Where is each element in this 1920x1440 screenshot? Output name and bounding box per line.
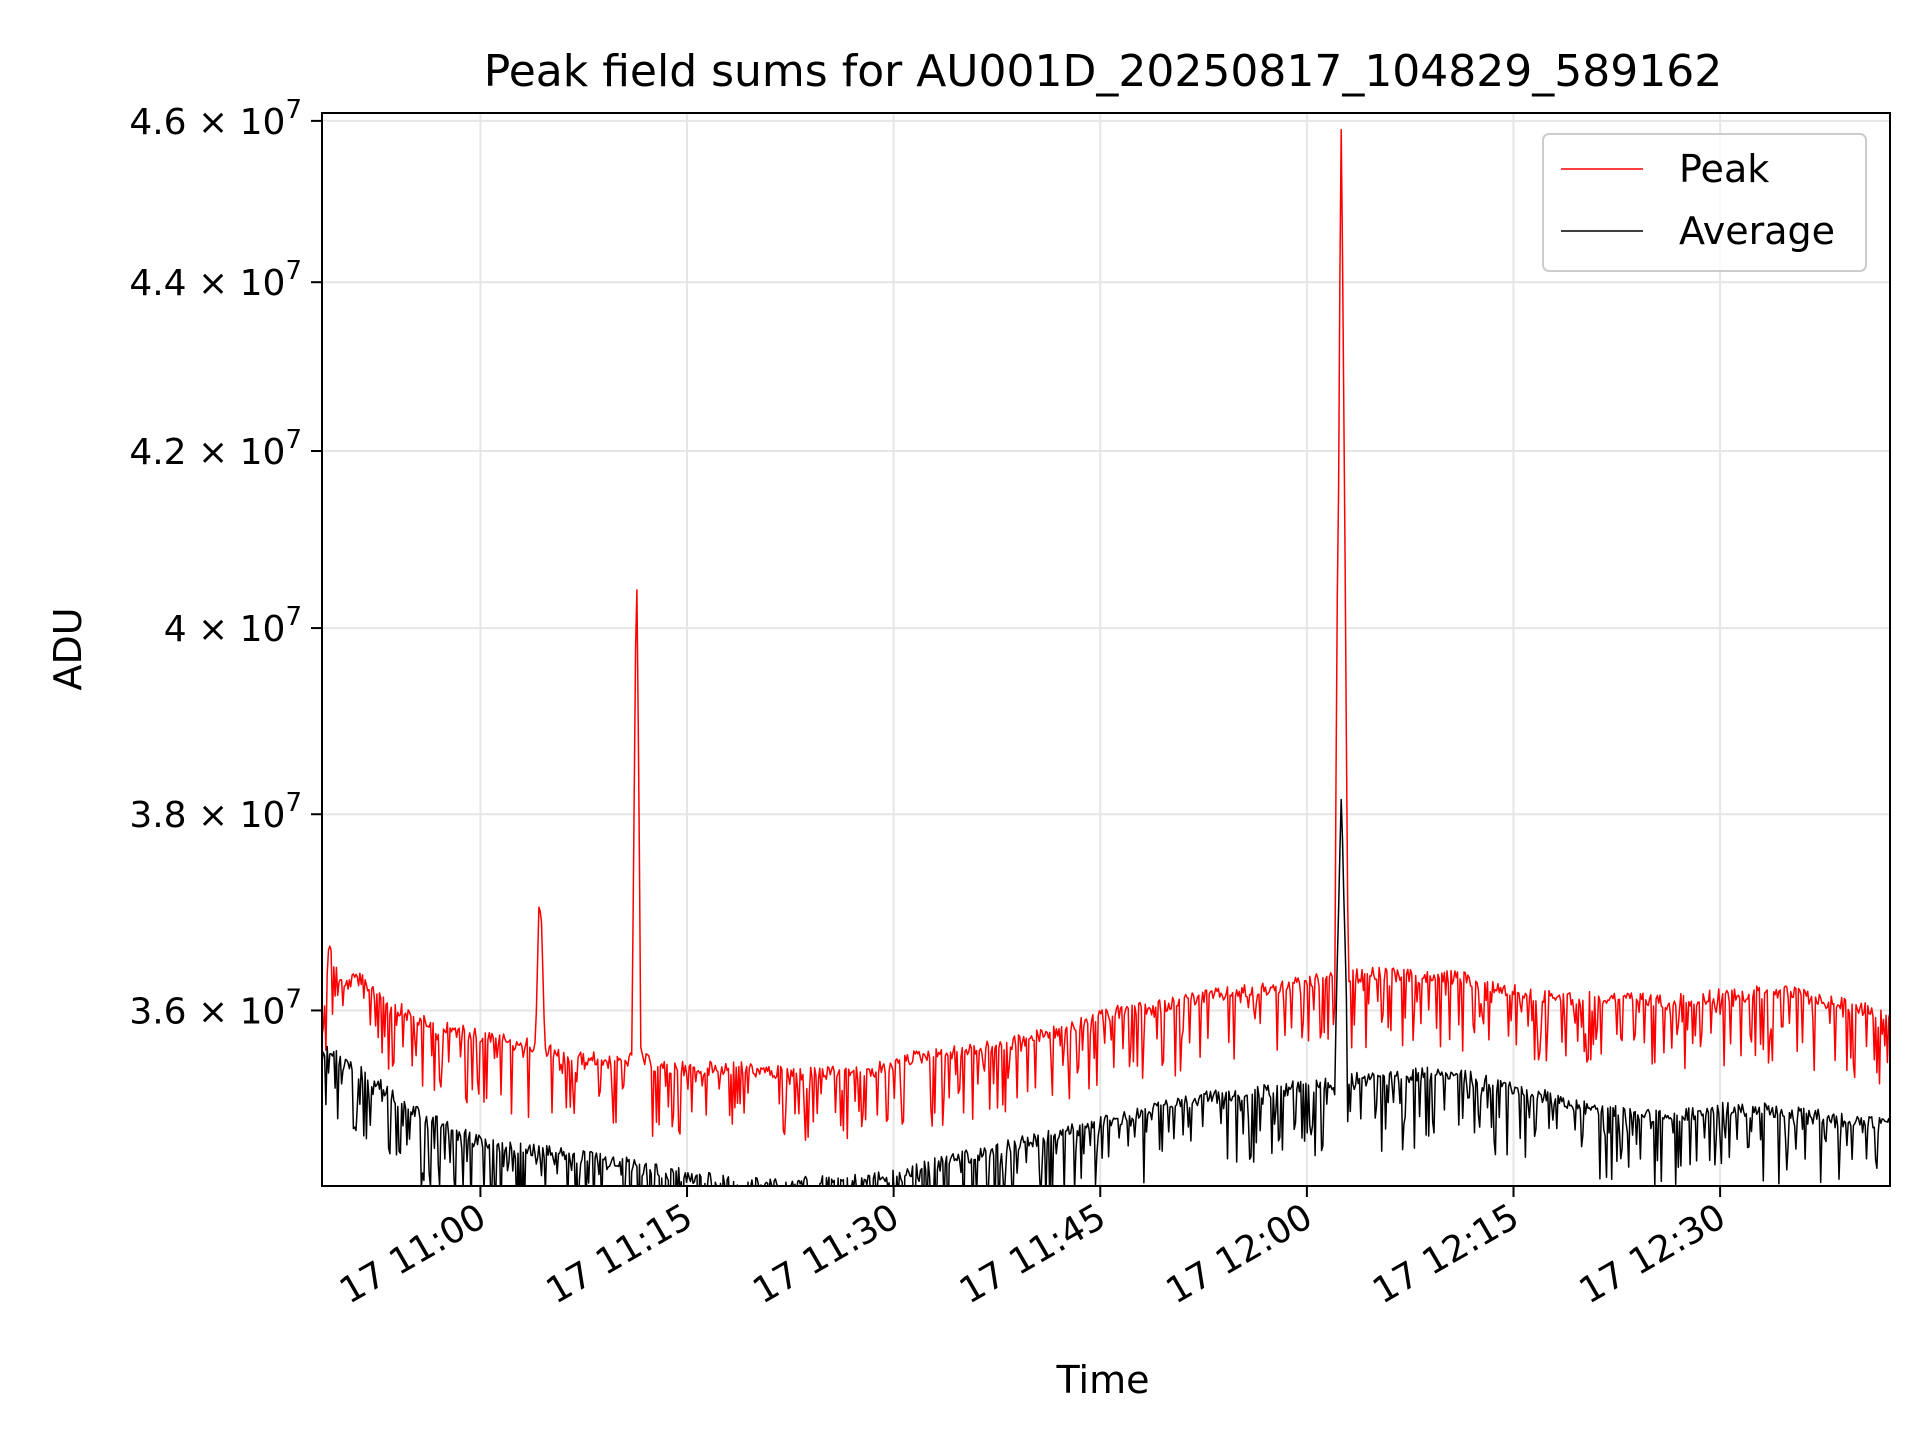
y-tick-label: 4.4 × 107 xyxy=(129,256,302,304)
legend-label-average: Average xyxy=(1679,209,1835,253)
y-axis: 3.6 × 107 3.8 × 107 4 × 107 4.2 × 107 4.4 × … xyxy=(129,95,322,1032)
plot-frame xyxy=(321,112,1891,1187)
chart-title: Peak field sums for AU001D_20250817_1048… xyxy=(484,46,1723,97)
x-axis-label: Time xyxy=(1056,1358,1150,1402)
y-axis-label: ADU xyxy=(46,607,90,690)
legend: Peak Average xyxy=(1542,133,1867,272)
y-tick-label: 3.6 × 107 xyxy=(129,984,302,1032)
y-tick-label: 3.8 × 107 xyxy=(129,788,302,836)
y-tick-label: 4.2 × 107 xyxy=(129,425,302,473)
grid xyxy=(322,113,1890,1186)
y-tick-label: 4.6 × 107 xyxy=(129,95,302,143)
legend-label-peak: Peak xyxy=(1679,147,1769,191)
y-tick-label: 4 × 107 xyxy=(164,602,302,650)
